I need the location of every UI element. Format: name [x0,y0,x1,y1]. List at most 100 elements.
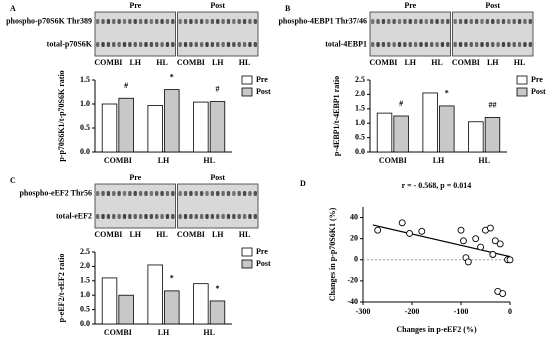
blot-band [216,191,220,196]
blot-band [149,19,154,24]
blot-row-label: total-p70S6K [47,39,93,48]
legend-label: Post [256,87,271,96]
blot-band [528,19,532,24]
blot-band [424,19,429,24]
blot-band [226,191,231,196]
y-tick-label: 1.0 [80,99,90,108]
scatter-point [499,290,507,298]
legend-label: Post [531,87,546,96]
blot-band [242,214,247,219]
blot-band [221,214,225,219]
blot-band [117,191,121,196]
blot-lane-label: LH [404,58,416,67]
bar [118,97,134,153]
blot-band [248,42,252,47]
scatter-point [472,235,480,243]
blot-group-label: Pre [129,1,141,10]
legend-swatch [241,87,253,97]
blot-band [435,19,439,24]
blot-band [480,42,484,47]
y-tick-label: 40 [350,212,358,221]
blot-band [189,214,193,219]
blot-band [101,214,105,219]
blot-band [507,42,511,47]
significance-mark: # [215,84,219,93]
y-axis-label: Changes in p-p70S6K1 (%) [328,207,337,301]
chart-title: r = - 0.568, p = 0.014 [402,181,472,190]
blot-band [160,42,164,47]
y-tick-label: 1.5 [355,104,365,113]
blot-band [138,214,143,219]
blot-band [133,19,137,24]
scatter-point [489,251,497,258]
legend-label: Pre [256,247,268,256]
blot-lane-label: COMBI [369,58,397,67]
blot-band [221,19,225,24]
blot-band [226,214,231,219]
blot-band [165,214,170,219]
blot-band [216,42,220,47]
blot-band [446,42,450,47]
bar [393,115,409,153]
blot-band [199,19,204,24]
blot-band [523,42,527,47]
blot-band [183,191,188,196]
panel-letter: C [10,176,16,185]
blot-band [210,19,215,24]
blot-lane-label: LH [212,58,224,67]
scatter-point [496,240,504,248]
y-tick-label: 2.5 [80,247,90,256]
blot-lane-label: HL [514,58,526,67]
blot-band [138,42,143,47]
y-tick-label: 1.5 [80,75,90,84]
blot-band [149,214,154,219]
blot-band [112,42,116,47]
blot-band [517,42,522,47]
blot-band [144,19,148,24]
blot-band [199,214,204,219]
blot-band [205,191,209,196]
blot-band [523,19,527,24]
scatter-point [418,227,426,235]
blot-band [528,42,532,47]
blot-band [464,19,468,24]
blot-band [474,19,479,24]
blot-band [480,19,484,24]
blot-band [117,214,121,219]
scatter-point [398,219,406,227]
y-axis-label: p-p70S6K1/t-p70S6K ratio [57,70,66,161]
blot-band [178,191,182,196]
bar [193,101,209,153]
blot-band [117,42,121,47]
blot-band [144,191,148,196]
blot-band [419,19,423,24]
blot-band [430,42,434,47]
blot-row-label: phospho-4EBP1 Thr37/46 [278,16,367,25]
blot-band [128,191,132,196]
blot-band [128,19,132,24]
y-tick-label: 2.0 [355,89,365,98]
blot-band [216,214,220,219]
bar [439,105,455,153]
blot-lane-label: COMBI [94,58,122,67]
blot-band [199,191,204,196]
blot-band [205,214,209,219]
blot-band [403,42,407,47]
blot-band [253,191,257,196]
blot-band [474,42,479,47]
blot-band [501,19,506,24]
blot-row-label: phospho-eEF2 Thr56 [19,188,92,197]
blot-band [221,191,225,196]
bar [193,283,209,325]
blot-band [96,42,100,47]
blot-band [149,42,154,47]
legend-label: Pre [256,75,268,84]
y-tick-label: 1.0 [80,290,90,299]
blot-band [424,42,429,47]
blot-band [194,19,198,24]
blot-band [122,214,127,219]
blot-band [171,42,175,47]
blot-band [194,214,198,219]
blot-band [507,19,511,24]
